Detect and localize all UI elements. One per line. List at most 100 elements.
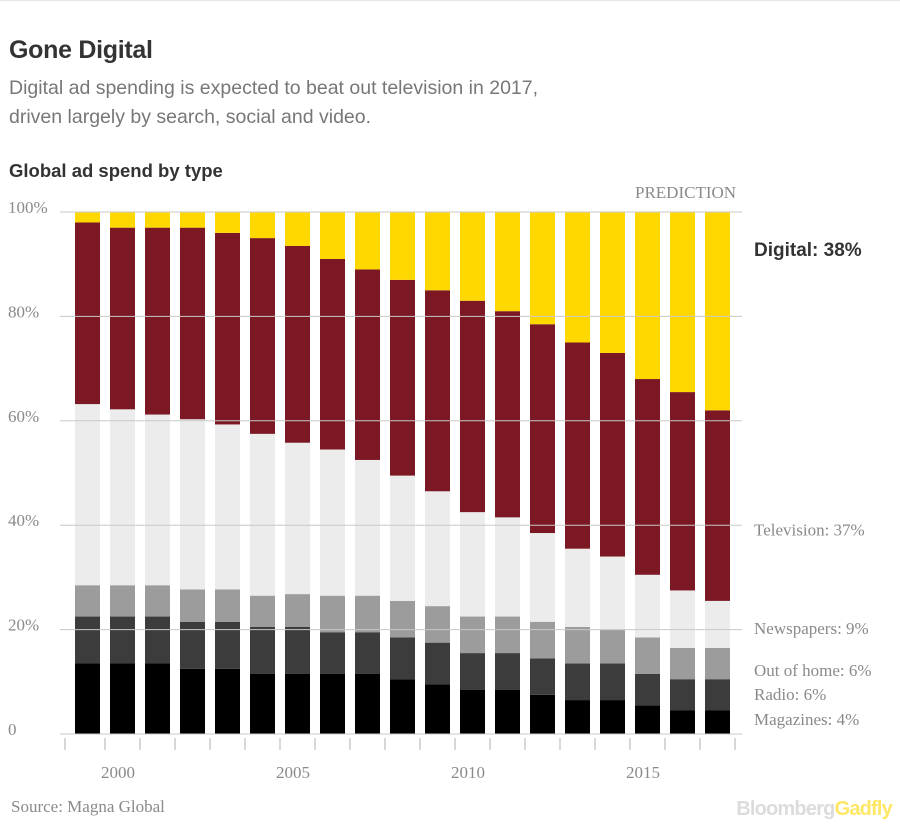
bar-segment-magazines-2008 [390,679,415,734]
bar-segment-digital-2005 [285,212,310,246]
bar-segment-newspapers-2005 [285,442,310,595]
y-tick-label-60: 60% [8,407,39,426]
bar-segment-newspapers-2006 [320,449,345,596]
bar-segment-television-2004 [250,238,275,434]
bar-segment-newspapers-2015 [635,574,660,638]
bar-segment-television-2003 [215,232,240,425]
bar-segment-radio-2008 [390,637,415,680]
bar-segment-magazines-2014 [600,700,625,734]
bar-segment-newspapers-2001 [145,414,170,586]
bar-segment-out-of-home-2017 [705,647,730,680]
end-label-newspapers: Newspapers: 9% [754,619,869,638]
bar-segment-radio-2007 [355,632,380,674]
bar-segment-newspapers-2011 [495,517,520,617]
bar-segment-radio-2002 [180,621,205,669]
bar-segment-out-of-home-2008 [390,600,415,638]
bar-segment-magazines-2015 [635,705,660,734]
bar-segment-magazines-2002 [180,668,205,734]
bar-segment-radio-2017 [705,679,730,711]
bar-segment-television-2010 [460,300,485,513]
bar-segment-out-of-home-2016 [670,647,695,680]
source-note: Source: Magna Global [11,797,165,816]
x-tick-label-2015: 2015 [626,763,660,782]
bar-segment-radio-2001 [145,616,170,664]
bar-segment-television-2017 [705,410,730,601]
bar-segment-newspapers-1999 [75,404,100,586]
top-divider [0,0,900,1]
bar-segment-television-2009 [425,290,450,492]
x-tick-label-2010: 2010 [451,763,485,782]
end-label-radio: Radio: 6% [754,685,826,704]
bar-segment-out-of-home-2015 [635,637,660,674]
bar-segment-radio-2014 [600,663,625,701]
bar-segment-magazines-2012 [530,694,555,734]
bar-segment-television-1999 [75,222,100,405]
bar-segment-digital-1999 [75,212,100,223]
bar-segment-newspapers-2010 [460,512,485,617]
bar-segment-digital-2008 [390,212,415,280]
bar-segment-out-of-home-2009 [425,606,450,643]
logo-brand: Bloomberg [736,798,835,820]
bar-segment-newspapers-2012 [530,533,555,622]
bar-segment-television-2014 [600,352,625,557]
bar-segment-out-of-home-2010 [460,616,485,654]
bar-segment-radio-2005 [285,626,310,674]
page-title: Gone Digital [9,36,153,64]
bar-segment-television-2007 [355,269,380,460]
bar-segment-radio-1999 [75,616,100,664]
bar-segment-television-2001 [145,227,170,415]
bar-segment-out-of-home-2014 [600,629,625,664]
bar-segment-radio-2013 [565,663,590,701]
bar-segment-radio-2006 [320,632,345,674]
chart-title: Global ad spend by type [9,160,223,181]
end-label-digital: Digital: 38% [754,240,862,261]
bar-segment-out-of-home-2005 [285,594,310,627]
bar-segment-digital-2003 [215,212,240,233]
x-tick-label-2000: 2000 [101,763,135,782]
bar-segment-digital-2009 [425,212,450,291]
prediction-annotation: PREDICTION [635,183,736,202]
bar-segment-digital-2013 [565,212,590,343]
bar-segment-newspapers-2008 [390,475,415,601]
bars-layer [75,212,730,734]
bar-segment-radio-2000 [110,616,135,664]
bar-segment-digital-2004 [250,212,275,239]
bar-segment-television-2011 [495,311,520,518]
y-tick-label-80: 80% [8,302,39,321]
y-tick-label-20: 20% [8,616,39,635]
bar-segment-magazines-2005 [285,673,310,734]
bar-segment-magazines-1999 [75,663,100,734]
bar-segment-digital-2001 [145,212,170,228]
x-tick-label-2005: 2005 [276,763,310,782]
bar-segment-out-of-home-2004 [250,595,275,627]
bar-segment-out-of-home-1999 [75,585,100,617]
bar-segment-television-2006 [320,258,345,450]
bar-segment-digital-2002 [180,212,205,228]
bar-segment-magazines-2013 [565,700,590,734]
bar-segment-digital-2016 [670,212,695,393]
bar-segment-digital-2006 [320,212,345,259]
bar-segment-newspapers-2016 [670,590,695,648]
bar-segment-television-2005 [285,245,310,443]
bar-segment-digital-2011 [495,212,520,312]
bar-segment-radio-2010 [460,653,485,690]
bar-segment-out-of-home-2006 [320,595,345,633]
bar-segment-newspapers-2009 [425,491,450,607]
axis-layer: 0 20% 40% 60% 80% 100% 2000 2005 2010 2015 [8,198,736,782]
bar-segment-television-2002 [180,227,205,420]
stacked-bar-chart: 0 20% 40% 60% 80% 100% 2000 2005 2010 2015 Digita… [8,183,872,782]
bar-segment-out-of-home-2011 [495,616,520,654]
end-label-magazines: Magazines: 4% [754,710,859,729]
bar-segment-magazines-2007 [355,673,380,734]
bar-segment-radio-2015 [635,673,660,706]
bar-segment-digital-2017 [705,212,730,411]
bar-segment-magazines-2003 [215,668,240,734]
bar-segment-magazines-2000 [110,663,135,734]
end-labels-layer: Digital: 38% Television: 37% Newspapers: 9… [754,240,872,729]
bar-segment-digital-2014 [600,212,625,353]
bar-segment-newspapers-2014 [600,556,625,630]
bar-segment-radio-2003 [215,621,240,669]
bar-segment-magazines-2017 [705,710,730,734]
bar-segment-out-of-home-2012 [530,621,555,659]
bar-segment-out-of-home-2000 [110,585,135,617]
